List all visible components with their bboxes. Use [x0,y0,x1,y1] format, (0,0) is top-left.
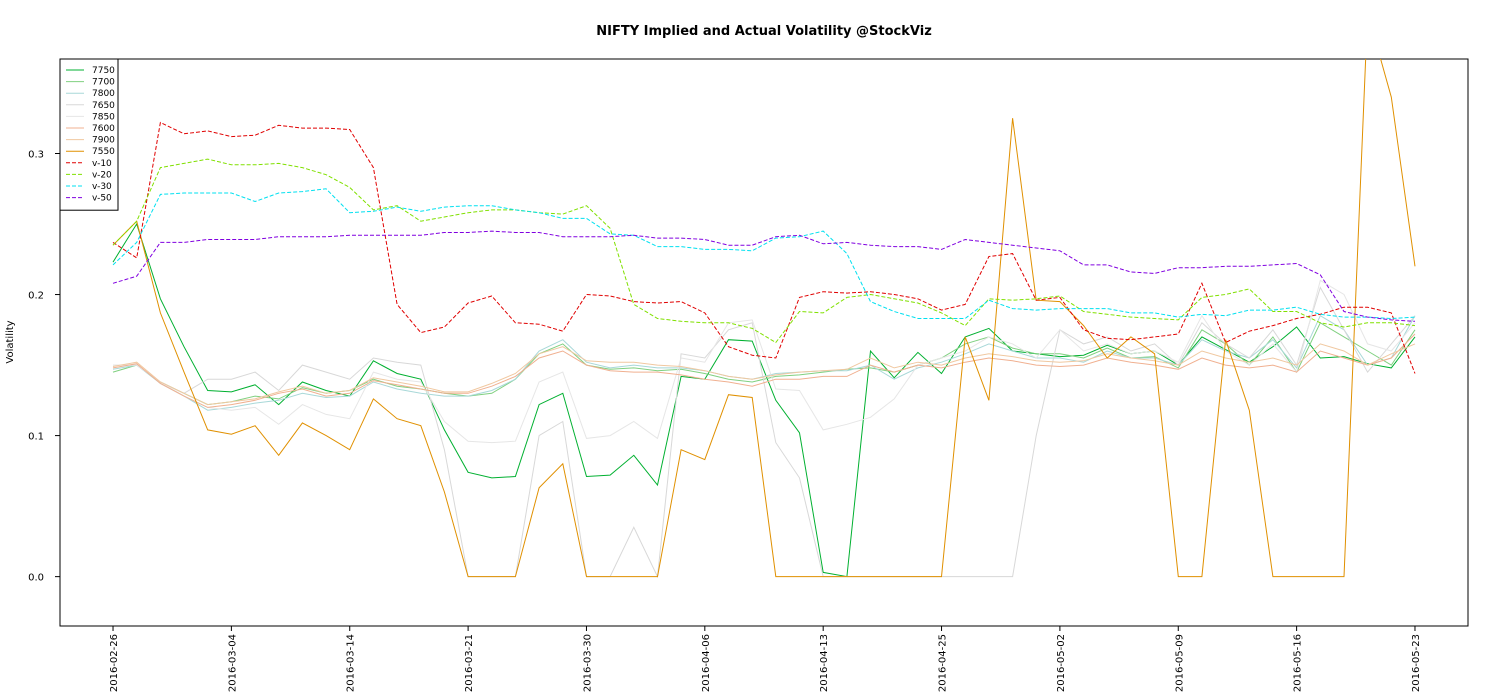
y-tick-label: 0.0 [28,573,44,584]
series-line [112,333,1416,408]
legend-label: v-10 [92,159,112,169]
legend-label: 7600 [92,124,115,134]
lines-layer [112,59,1416,579]
series-line [112,343,1416,406]
series-line [112,314,1416,411]
legend-label: 7750 [92,66,115,76]
x-tick-label: 2016-03-14 [346,634,357,692]
x-tick-label: 2016-05-02 [1056,634,1067,692]
x-tick-label: 2016-05-09 [1174,634,1185,692]
legend-box [59,58,119,211]
y-tick-label: 0.2 [28,291,44,302]
legend-label: 7550 [92,147,115,157]
legend-label: 7700 [92,78,115,88]
series-line [112,158,1416,344]
legend-label: v-20 [92,170,112,180]
plot-frame [59,58,1469,627]
series-line [112,222,1416,578]
legend-label: 7800 [92,89,115,99]
series-line [112,188,1416,320]
series-line [112,59,1416,578]
x-tick-label: 2016-05-16 [1293,634,1304,692]
y-tick-label: 0.1 [28,432,44,443]
legend-label: v-30 [92,182,112,192]
series-line [112,121,1416,374]
legend-label: 7650 [92,101,115,111]
series-line [112,230,1416,322]
x-tick-label: 2016-04-25 [938,634,949,692]
series-line [113,286,1416,579]
x-tick-label: 2016-03-04 [227,634,238,692]
x-tick-label: 2016-05-23 [1411,634,1422,692]
series-line [113,279,1416,444]
x-tick-label: 2016-04-06 [701,634,712,692]
legend-label: 7850 [92,112,115,122]
legend-label: 7900 [92,136,115,146]
x-tick-label: 2016-03-21 [464,634,475,692]
x-tick-label: 2016-03-30 [582,634,593,692]
x-tick-label: 2016-04-13 [819,634,830,692]
x-tick-label: 2016-02-26 [109,634,120,692]
y-axis-label: Volatility [5,320,16,363]
chart-title: NIFTY Implied and Actual Volatility @Sto… [596,24,932,39]
legend-label: v-50 [92,194,112,204]
y-tick-label: 0.3 [28,150,44,161]
